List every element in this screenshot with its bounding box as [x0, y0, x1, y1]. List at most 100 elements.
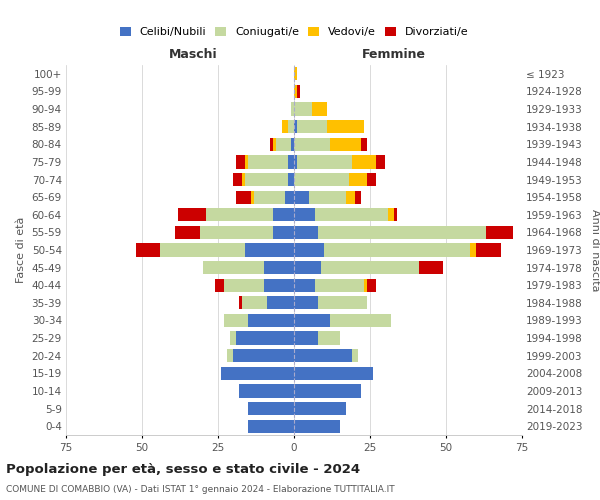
Legend: Celibi/Nubili, Coniugati/e, Vedovi/e, Divorziati/e: Celibi/Nubili, Coniugati/e, Vedovi/e, Di… [115, 22, 473, 42]
Bar [319, 226, 485, 239]
Bar [291, 102, 294, 116]
Bar [394, 208, 397, 222]
Bar [266, 296, 294, 310]
Bar [294, 332, 319, 344]
Bar [294, 208, 315, 222]
Bar [227, 349, 233, 362]
Bar [285, 190, 294, 204]
Bar [221, 366, 294, 380]
Bar [315, 208, 388, 222]
Bar [352, 156, 376, 168]
Bar [288, 120, 294, 134]
Bar [376, 156, 385, 168]
Bar [263, 261, 294, 274]
Bar [476, 244, 501, 256]
Bar [294, 67, 297, 80]
Y-axis label: Fasce di età: Fasce di età [16, 217, 26, 283]
Bar [294, 349, 352, 362]
Bar [294, 384, 361, 398]
Bar [233, 349, 294, 362]
Bar [236, 156, 245, 168]
Bar [248, 156, 288, 168]
Bar [242, 173, 245, 186]
Text: Maschi: Maschi [169, 48, 218, 62]
Bar [294, 190, 309, 204]
Bar [470, 244, 476, 256]
Bar [367, 278, 376, 292]
Text: Popolazione per età, sesso e stato civile - 2024: Popolazione per età, sesso e stato civil… [6, 462, 360, 475]
Bar [269, 138, 273, 151]
Bar [294, 102, 312, 116]
Bar [419, 261, 443, 274]
Bar [294, 296, 319, 310]
Bar [288, 156, 294, 168]
Bar [242, 296, 266, 310]
Bar [200, 226, 273, 239]
Bar [248, 402, 294, 415]
Bar [485, 226, 513, 239]
Bar [388, 208, 394, 222]
Bar [294, 138, 331, 151]
Bar [294, 420, 340, 433]
Bar [224, 314, 248, 327]
Bar [361, 138, 367, 151]
Bar [245, 244, 294, 256]
Bar [294, 173, 349, 186]
Bar [282, 120, 288, 134]
Bar [215, 278, 224, 292]
Bar [294, 402, 346, 415]
Bar [328, 120, 364, 134]
Bar [297, 85, 300, 98]
Bar [160, 244, 245, 256]
Bar [349, 173, 367, 186]
Bar [322, 261, 419, 274]
Bar [245, 156, 248, 168]
Bar [294, 85, 297, 98]
Bar [248, 314, 294, 327]
Bar [248, 420, 294, 433]
Bar [331, 138, 361, 151]
Bar [273, 138, 276, 151]
Bar [206, 208, 273, 222]
Bar [288, 173, 294, 186]
Bar [294, 366, 373, 380]
Bar [309, 190, 346, 204]
Bar [355, 190, 361, 204]
Bar [294, 314, 331, 327]
Bar [236, 190, 251, 204]
Bar [236, 332, 294, 344]
Bar [203, 261, 263, 274]
Bar [175, 226, 200, 239]
Bar [294, 156, 297, 168]
Bar [294, 244, 325, 256]
Bar [325, 244, 470, 256]
Bar [294, 261, 322, 274]
Bar [224, 278, 263, 292]
Bar [367, 173, 376, 186]
Bar [346, 190, 355, 204]
Text: Femmine: Femmine [362, 48, 427, 62]
Bar [263, 278, 294, 292]
Bar [136, 244, 160, 256]
Bar [331, 314, 391, 327]
Bar [294, 278, 315, 292]
Bar [178, 208, 206, 222]
Bar [230, 332, 236, 344]
Bar [297, 156, 352, 168]
Bar [273, 226, 294, 239]
Bar [352, 349, 358, 362]
Bar [294, 120, 297, 134]
Bar [291, 138, 294, 151]
Bar [273, 208, 294, 222]
Bar [312, 102, 328, 116]
Bar [245, 173, 288, 186]
Bar [294, 226, 319, 239]
Bar [319, 332, 340, 344]
Bar [364, 278, 367, 292]
Bar [276, 138, 291, 151]
Text: COMUNE DI COMABBIO (VA) - Dati ISTAT 1° gennaio 2024 - Elaborazione TUTTITALIA.I: COMUNE DI COMABBIO (VA) - Dati ISTAT 1° … [6, 485, 395, 494]
Bar [254, 190, 285, 204]
Bar [319, 296, 367, 310]
Bar [297, 120, 328, 134]
Y-axis label: Anni di nascita: Anni di nascita [590, 209, 599, 291]
